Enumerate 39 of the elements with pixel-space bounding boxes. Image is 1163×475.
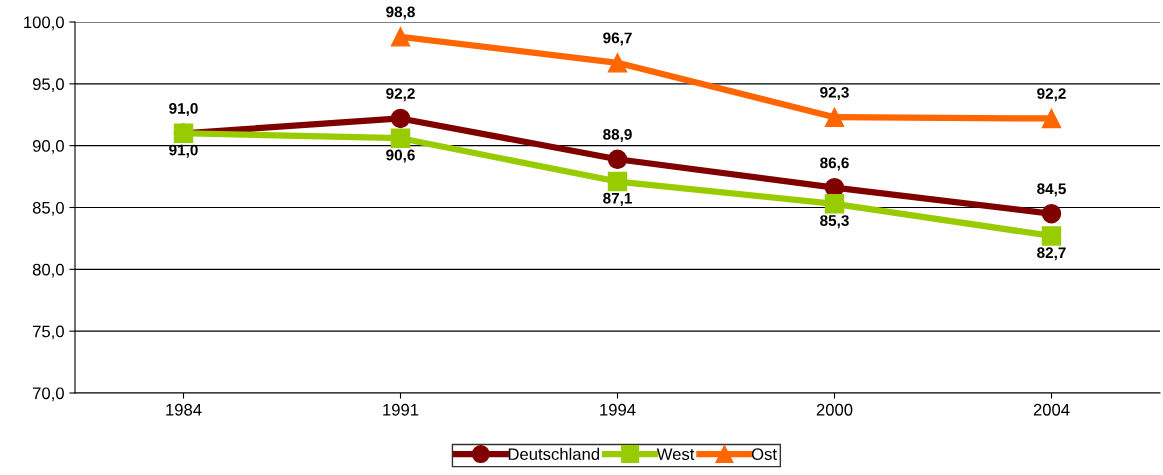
point [390,128,411,148]
data-label: 92,2 [386,88,415,102]
data-label: 86,6 [820,157,849,171]
point [390,108,411,129]
point [824,194,845,214]
data-label: 98,8 [386,6,415,20]
x-tick-label: 2000 [816,403,853,416]
point [824,107,845,127]
y-tick-label: 85,0 [32,201,64,216]
y-tick-label: 90,0 [32,140,64,154]
data-label: 96,7 [603,32,632,46]
x-tick-label: 1994 [600,403,636,416]
point [607,171,628,192]
point [390,27,411,47]
point [1041,108,1062,129]
point [1041,203,1062,224]
legend-label: West [656,448,695,461]
x-tick-label: 2004 [1033,403,1070,416]
y-tick-label: 95,0 [32,78,64,93]
data-label: 90,6 [386,149,415,163]
y-tick-label: 70,0 [33,387,64,402]
data-label: 87,1 [603,192,632,206]
data-label: 88,9 [603,128,632,142]
y-tick-label: 80,0 [32,263,64,278]
legend-label: Ost [751,448,777,461]
point [607,53,628,73]
data-label: 85,3 [820,215,849,229]
x-tick-label: 1991 [383,403,419,416]
data-label: 84,5 [1037,183,1066,197]
legend-label: Deutschland [508,447,600,461]
x-tick-label: 1984 [166,403,202,416]
point [1041,226,1062,246]
data-label: 91,0 [169,102,198,117]
data-label: 92,2 [1037,88,1066,102]
data-label: 92,3 [820,86,849,100]
data-label: 82,7 [1037,247,1066,261]
point [607,149,628,169]
y-tick-label: 75,0 [33,325,64,340]
y-tick-label: 100,0 [24,16,64,31]
